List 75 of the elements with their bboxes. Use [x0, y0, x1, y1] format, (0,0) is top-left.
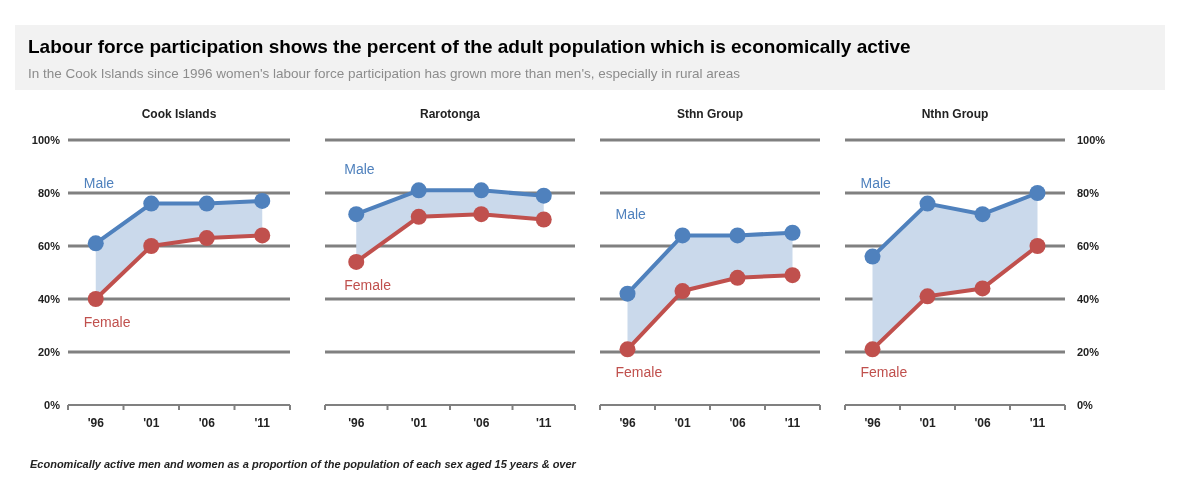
point	[674, 227, 691, 244]
point	[864, 341, 881, 358]
point	[974, 206, 991, 223]
y-tick-label: 20%	[37, 345, 61, 358]
series-label: Male	[344, 161, 375, 178]
x-tick-label: '96	[87, 416, 105, 430]
point	[254, 192, 271, 209]
series-label: Female	[615, 364, 663, 381]
series-label: Female	[344, 276, 392, 293]
point	[729, 269, 746, 286]
point	[348, 253, 365, 270]
point	[974, 280, 991, 297]
point	[87, 235, 104, 252]
y2-tick-label: 100%	[1077, 133, 1106, 146]
text: Male	[615, 206, 647, 223]
y2-tick-label: 40%	[1077, 292, 1100, 305]
x-tick-label: '11	[254, 416, 271, 430]
y-tick-label: 40%	[37, 292, 61, 305]
point	[535, 187, 552, 204]
series-label: Female	[83, 314, 131, 330]
x-tick-label: '11	[1029, 416, 1046, 430]
y2-tick-label: 60%	[1077, 239, 1100, 252]
point	[254, 227, 271, 244]
series-label: Female	[860, 364, 908, 381]
point	[1029, 185, 1046, 201]
point	[919, 195, 936, 212]
x-tick-label: '01	[919, 416, 936, 430]
x-tick-label: '06	[729, 416, 746, 430]
x-tick-label: '01	[143, 416, 160, 430]
point	[410, 208, 427, 225]
y-tick-label: 80%	[37, 186, 61, 199]
point	[473, 182, 490, 199]
point	[784, 224, 801, 241]
point	[198, 230, 215, 247]
point	[535, 211, 552, 228]
point	[143, 238, 160, 254]
point	[864, 248, 881, 265]
point	[729, 227, 746, 244]
y2-tick-label: 80%	[1077, 186, 1100, 199]
x-tick-label: '96	[348, 416, 365, 430]
point	[619, 341, 636, 358]
text: Male	[860, 174, 892, 191]
point	[784, 267, 801, 284]
point	[143, 195, 160, 212]
x-tick-label: '11	[784, 416, 801, 430]
x-tick-label: '96	[619, 416, 636, 430]
y-tick-label: 60%	[37, 239, 61, 252]
y-tick-label: 100%	[31, 133, 61, 146]
y2-tick-label: 0%	[1077, 398, 1094, 411]
point	[198, 195, 215, 212]
x-tick-label: '96	[864, 416, 881, 430]
x-tick-label: '06	[974, 416, 991, 430]
x-tick-label: '11	[535, 416, 552, 430]
text: Male	[83, 174, 115, 191]
x-tick-label: '06	[473, 416, 490, 430]
text: Economically active men and women as a proportion of the population of each sex aged 15 years & over	[30, 458, 577, 470]
chart-title: Rarotonga	[420, 107, 481, 121]
y-tick-label: 0%	[44, 398, 61, 411]
point	[674, 283, 691, 300]
text: In the Cook Islands since 1996 women's labour force participation has grown more than men's, especially in rural areas	[28, 66, 741, 81]
point	[919, 288, 936, 305]
y2-tick-label: 20%	[1077, 345, 1100, 358]
text: Labour force participation shows the percent of the adult population which is economically active	[28, 36, 911, 57]
chart-title: Nthn Group	[921, 107, 989, 121]
x-tick-label: '01	[674, 416, 691, 430]
chart-title: Sthn Group	[677, 107, 743, 121]
point	[348, 206, 365, 223]
point	[1029, 238, 1046, 254]
point	[473, 206, 490, 223]
x-tick-label: '01	[410, 416, 428, 430]
point	[410, 182, 427, 199]
point	[87, 291, 104, 307]
chart-title: Cook Islands	[141, 107, 217, 121]
point	[619, 285, 636, 302]
x-tick-label: '06	[198, 416, 216, 430]
